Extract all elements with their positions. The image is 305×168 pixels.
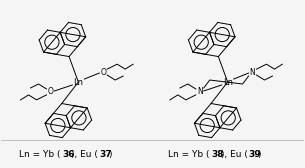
Text: 36: 36 [63, 150, 75, 159]
Text: 38: 38 [212, 150, 224, 159]
Text: 37: 37 [99, 150, 112, 159]
Text: O: O [100, 68, 106, 77]
Text: O: O [48, 87, 53, 96]
Text: ): ) [108, 150, 112, 159]
Text: 39: 39 [249, 150, 261, 159]
Text: Ln = Yb (: Ln = Yb ( [19, 150, 60, 159]
Text: Ln = Yb (: Ln = Yb ( [168, 150, 210, 159]
Text: ), Eu (: ), Eu ( [71, 150, 98, 159]
Text: Ln: Ln [223, 77, 233, 87]
Text: N: N [197, 87, 203, 96]
Text: Ln: Ln [73, 77, 83, 87]
Text: ): ) [257, 150, 261, 159]
Text: ), Eu (: ), Eu ( [221, 150, 248, 159]
Text: N: N [250, 68, 255, 77]
